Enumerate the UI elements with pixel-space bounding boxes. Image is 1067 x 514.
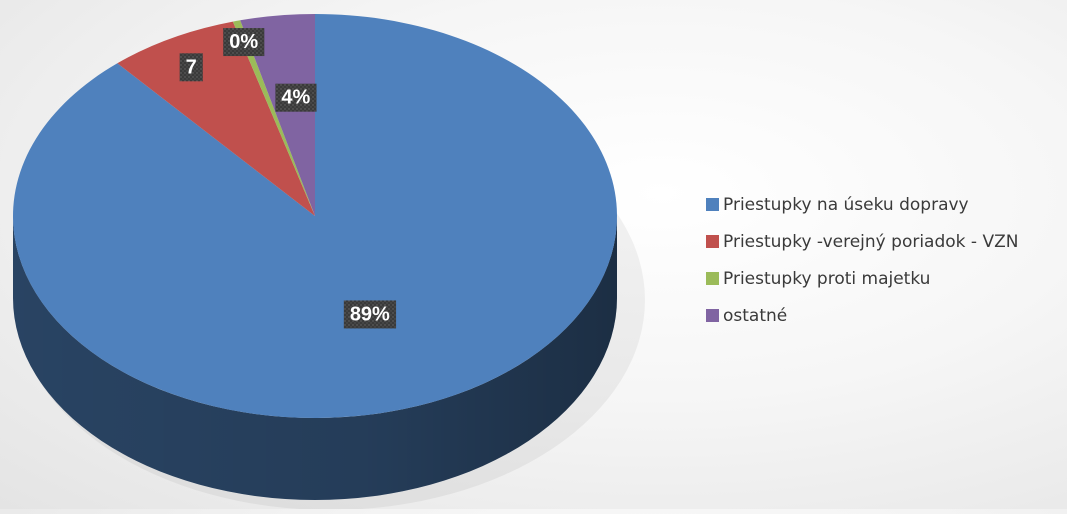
pie-top [12, 14, 617, 419]
data-label-bg-1 [179, 53, 203, 82]
pie-side-shade-0 [13, 216, 617, 500]
legend-swatch [706, 235, 719, 248]
legend-swatch [706, 272, 719, 285]
legend-item[interactable]: Priestupky -verejný poriadok - VZN [706, 227, 1018, 256]
pie-labels: 89% 7 0% 4% [179, 28, 397, 329]
pie-slice-1[interactable] [117, 21, 315, 216]
legend-label: ostatné [723, 305, 788, 326]
data-label-1: 7 [179, 53, 203, 82]
data-label-text-2: 0% [229, 31, 258, 53]
legend: Priestupky na úseku dopravy Priestupky -v… [706, 190, 1018, 338]
legend-swatch [706, 309, 719, 322]
legend-item[interactable]: ostatné [706, 301, 1018, 330]
data-label-bg-3 [275, 83, 317, 112]
data-label-0: 89% [343, 300, 397, 329]
pie-side [13, 216, 617, 500]
data-label-text-1: 7 [186, 56, 197, 78]
legend-label: Priestupky na úseku dopravy [723, 194, 969, 215]
legend-item[interactable]: Priestupky proti majetku [706, 264, 1018, 293]
legend-item[interactable]: Priestupky na úseku dopravy [706, 190, 1018, 219]
data-label-bg-2 [223, 28, 265, 57]
data-label-bg-0 [343, 300, 397, 329]
data-label-2: 0% [223, 28, 265, 57]
legend-swatch [706, 198, 719, 211]
data-label-text-0: 89% [350, 303, 390, 325]
pie-slice-3[interactable] [240, 14, 315, 216]
legend-label: Priestupky -verejný poriadok - VZN [723, 231, 1019, 252]
data-label-text-3: 4% [281, 87, 310, 109]
data-label-3: 4% [275, 83, 317, 112]
pie-slice-0[interactable] [12, 14, 617, 419]
pie-slice-2[interactable] [232, 20, 315, 216]
legend-label: Priestupky proti majetku [723, 268, 931, 289]
